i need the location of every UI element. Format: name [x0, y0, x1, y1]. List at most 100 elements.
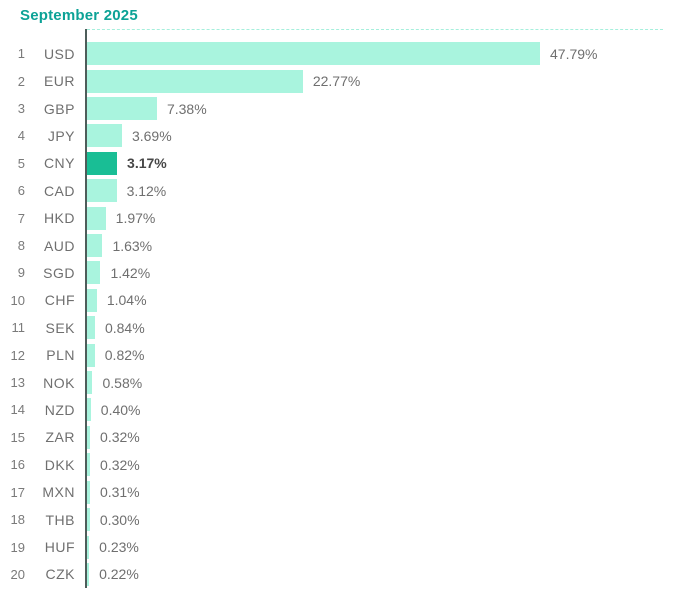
- currency-code-label: MXN: [42, 484, 75, 501]
- chart-row: 18 THB 0.30%: [0, 506, 675, 533]
- plot-cell: 47.79%: [75, 40, 675, 67]
- value-label: 0.40%: [100, 401, 141, 418]
- bar: [87, 453, 91, 477]
- rank-label: 14: [10, 402, 25, 418]
- value-label: 7.38%: [166, 100, 207, 117]
- plot-cell: 0.58%: [75, 369, 675, 396]
- chart-row: 13 NOK 0.58%: [0, 369, 675, 396]
- plot-cell: 3.69%: [75, 122, 675, 149]
- plot-cell: 0.82%: [75, 341, 675, 368]
- currency-code-label: USD: [43, 45, 75, 62]
- chart-row: 6 CAD 3.12%: [0, 177, 675, 204]
- rank-label: 8: [17, 238, 25, 254]
- chart-row: 9 SGD 1.42%: [0, 259, 675, 286]
- rank-label: 4: [17, 128, 25, 144]
- value-label: 1.97%: [115, 210, 156, 227]
- chart-title: September 2025: [20, 7, 138, 24]
- bar: [87, 316, 95, 340]
- plot-cell: 1.63%: [75, 232, 675, 259]
- plot-cell: 7.38%: [75, 95, 675, 122]
- chart-row: 5 CNY 3.17%: [0, 150, 675, 177]
- plot-cell: 0.23%: [75, 533, 675, 560]
- bar: [87, 480, 90, 504]
- rank-label: 15: [10, 429, 25, 445]
- rank-label: 5: [17, 155, 25, 171]
- top-gridline: [87, 29, 663, 30]
- plot-cell: 0.22%: [75, 561, 675, 588]
- bar-chart-rows: 1 USD 47.79% 2 EUR 22.77% 3 GBP 7.38% 4 JPY 3.69% 5 C…: [0, 40, 675, 588]
- chart-row: 8 AUD 1.63%: [0, 232, 675, 259]
- plot-cell: 1.04%: [75, 287, 675, 314]
- bar: [87, 124, 122, 148]
- bar: [87, 508, 90, 532]
- value-label: 0.58%: [102, 374, 143, 391]
- chart-row: 4 JPY 3.69%: [0, 122, 675, 149]
- rank-label: 18: [10, 512, 25, 528]
- value-label: 0.84%: [104, 319, 145, 336]
- value-label: 0.22%: [99, 566, 139, 583]
- bar: [87, 343, 95, 367]
- currency-code-label: PLN: [46, 347, 75, 364]
- plot-cell: 0.32%: [75, 451, 675, 478]
- chart-row: 15 ZAR 0.32%: [0, 424, 675, 451]
- bar: [87, 234, 103, 258]
- bar: [87, 288, 97, 312]
- rank-label: 16: [10, 457, 25, 473]
- value-label: 1.42%: [110, 264, 151, 281]
- rank-label: 13: [10, 375, 25, 391]
- bar: [87, 97, 157, 121]
- value-label: 0.82%: [104, 347, 145, 364]
- bar: [87, 398, 91, 422]
- bar: [87, 42, 540, 66]
- plot-cell: 1.42%: [75, 259, 675, 286]
- highlighted-bar: [87, 151, 118, 175]
- value-label: 3.69%: [131, 127, 172, 144]
- bar: [87, 425, 91, 449]
- currency-code-label: JPY: [47, 127, 75, 144]
- rank-label: 1: [17, 46, 25, 62]
- chart-row: 10 CHF 1.04%: [0, 287, 675, 314]
- bar: [87, 371, 93, 395]
- currency-code-label: CHF: [44, 292, 75, 309]
- currency-code-label: CNY: [43, 155, 75, 172]
- value-label: 0.32%: [100, 429, 140, 446]
- value-label: 47.79%: [550, 45, 598, 62]
- plot-cell: 0.31%: [75, 479, 675, 506]
- plot-cell: 0.30%: [75, 506, 675, 533]
- chart-row: 20 CZK 0.22%: [0, 561, 675, 588]
- chart-row: 3 GBP 7.38%: [0, 95, 675, 122]
- bar: [87, 261, 101, 285]
- plot-cell: 0.32%: [75, 424, 675, 451]
- currency-code-label: GBP: [43, 100, 75, 117]
- plot-cell: 3.12%: [75, 177, 675, 204]
- plot-cell: 3.17%: [75, 150, 675, 177]
- chart-row: 12 PLN 0.82%: [0, 341, 675, 368]
- rank-label: 12: [10, 347, 25, 363]
- chart-row: 7 HKD 1.97%: [0, 204, 675, 231]
- rank-label: 9: [17, 265, 25, 281]
- rank-label: 11: [11, 320, 26, 336]
- bar: [87, 535, 90, 559]
- value-label: 3.17%: [127, 155, 167, 172]
- value-label: 0.23%: [99, 539, 139, 556]
- chart-row: 2 EUR 22.77%: [0, 67, 675, 94]
- rank-label: 19: [10, 539, 25, 555]
- currency-code-label: ZAR: [45, 429, 75, 446]
- value-label: 0.31%: [99, 484, 140, 501]
- plot-cell: 0.84%: [75, 314, 675, 341]
- currency-code-label: AUD: [43, 237, 75, 254]
- currency-code-label: CZK: [45, 566, 75, 583]
- rank-label: 20: [10, 566, 25, 582]
- rank-label: 6: [17, 183, 25, 199]
- chart-row: 14 NZD 0.40%: [0, 396, 675, 423]
- bar: [87, 562, 90, 586]
- rank-label: 17: [10, 484, 25, 500]
- value-label: 0.30%: [99, 511, 140, 528]
- currency-code-label: NZD: [44, 401, 75, 418]
- bar: [87, 206, 106, 230]
- rank-label: 7: [17, 210, 25, 226]
- currency-code-label: THB: [45, 511, 75, 528]
- chart-row: 1 USD 47.79%: [0, 40, 675, 67]
- currency-code-label: DKK: [44, 456, 75, 473]
